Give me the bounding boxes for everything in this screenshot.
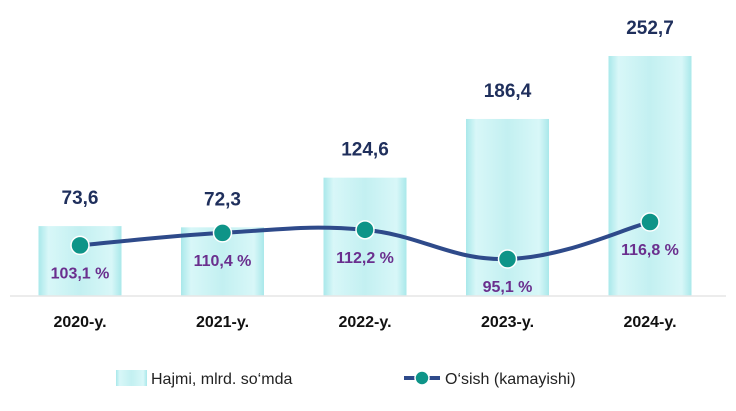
legend-item-growth: O‘sish (kamayishi) <box>404 370 576 388</box>
legend-marker-swatch <box>414 370 430 386</box>
bar-value-label: 73,6 <box>62 188 99 209</box>
growth-marker <box>640 212 660 232</box>
legend-item-volume: Hajmi, mlrd. so‘mda <box>116 370 292 388</box>
category-labels: 2020-y. 2021-y. 2022-y. 2023-y. 2024-y. <box>53 314 676 331</box>
bar-2023 <box>466 118 549 296</box>
growth-marker <box>497 249 518 269</box>
legend-bar-swatch <box>116 370 147 386</box>
bar-value-labels: 73,6 72,3 124,6 186,4 252,7 <box>62 18 674 210</box>
category-label: 2020-y. <box>53 314 106 331</box>
growth-label: 95,1 % <box>483 279 533 296</box>
growth-label: 103,1 % <box>51 265 110 282</box>
growth-label: 116,8 % <box>621 242 679 259</box>
growth-label: 110,4 % <box>194 253 252 270</box>
legend: Hajmi, mlrd. so‘mda O‘sish (kamayishi) <box>116 370 576 388</box>
growth-labels: 103,1 % 110,4 % 112,2 % 95,1 % 116,8 % <box>51 242 679 296</box>
growth-markers <box>70 212 660 269</box>
category-label: 2021-y. <box>196 314 249 331</box>
bar-value-label: 72,3 <box>204 189 241 210</box>
growth-marker <box>70 235 90 256</box>
growth-marker <box>355 220 375 240</box>
legend-label-growth: O‘sish (kamayishi) <box>445 371 576 388</box>
growth-label: 112,2 % <box>336 250 394 267</box>
legend-label-volume: Hajmi, mlrd. so‘mda <box>151 371 292 388</box>
bars-group <box>38 56 692 296</box>
bar-value-label: 186,4 <box>484 81 532 102</box>
category-label: 2024-y. <box>623 314 676 331</box>
bar-2024 <box>608 56 692 296</box>
category-label: 2023-y. <box>481 314 534 331</box>
bar-value-label: 124,6 <box>341 140 389 161</box>
growth-marker <box>212 223 233 243</box>
bar-value-label: 252,7 <box>626 18 674 39</box>
category-label: 2022-y. <box>338 314 391 331</box>
